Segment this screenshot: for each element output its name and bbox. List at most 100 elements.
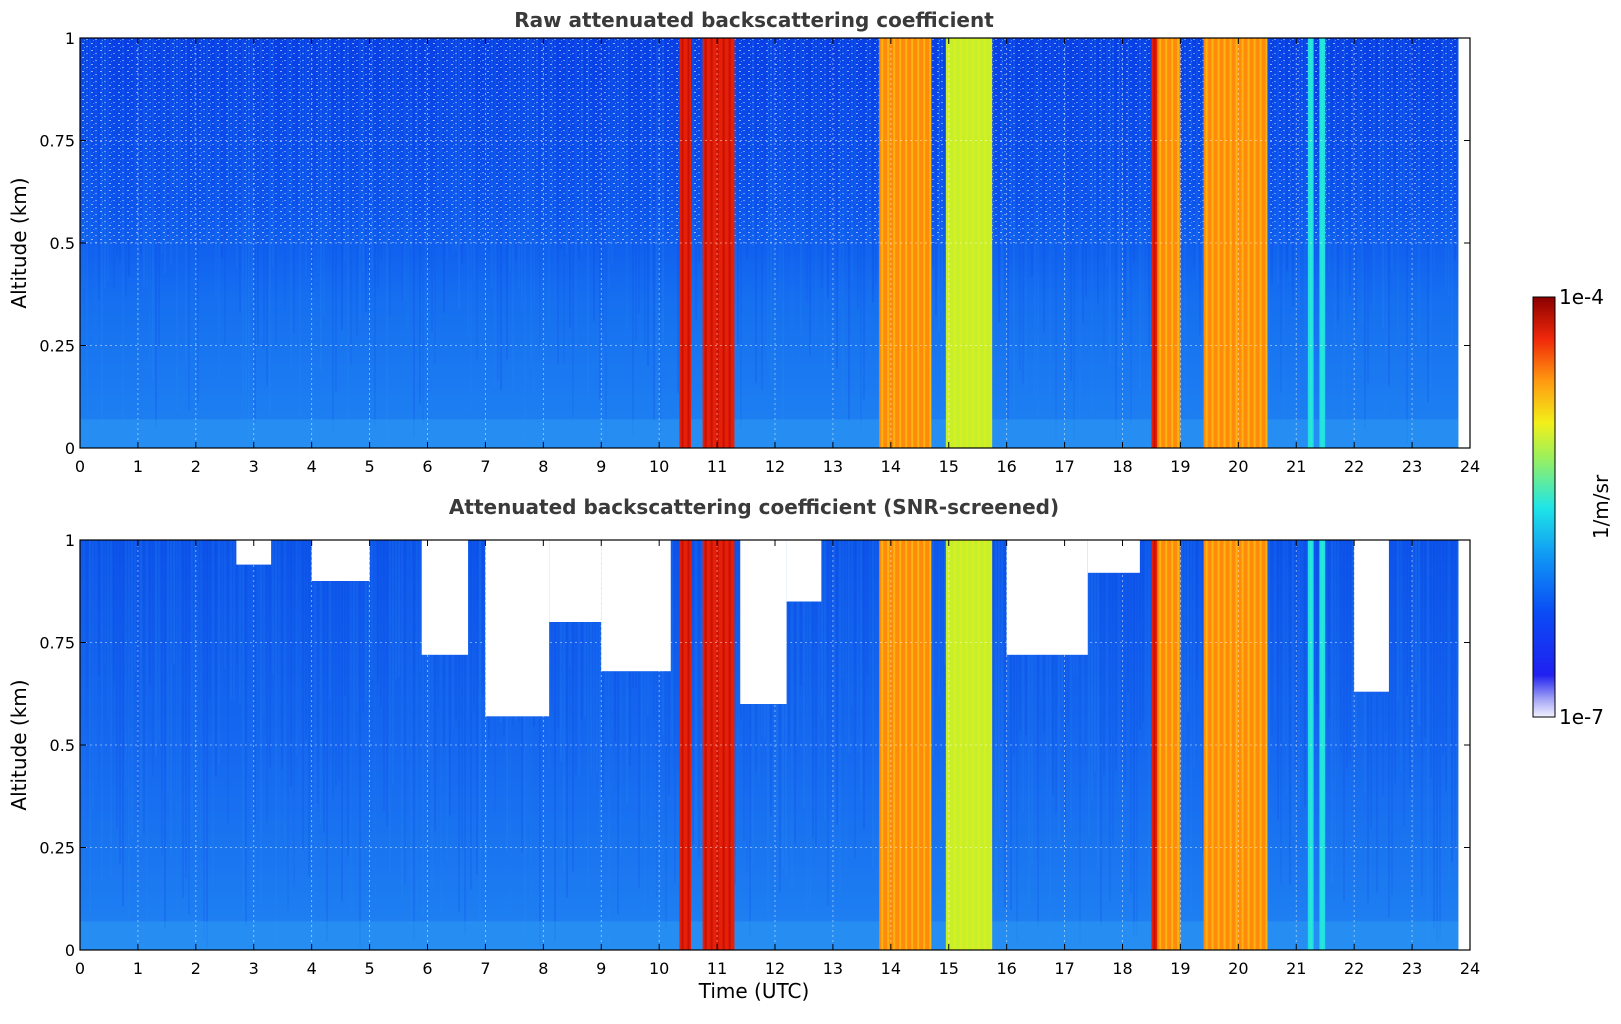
texture-streak — [368, 540, 370, 746]
texture-streak — [221, 540, 223, 691]
texture-streak — [995, 540, 997, 910]
x-tick-label: 22 — [1344, 457, 1364, 476]
texture-streak — [401, 540, 403, 897]
texture-streak — [1121, 540, 1123, 765]
texture-streak — [146, 540, 148, 935]
texture-streak — [206, 540, 208, 948]
texture-streak — [617, 540, 619, 915]
x-tick-label: 2 — [191, 457, 201, 476]
cloud-band — [945, 38, 993, 448]
texture-streak — [323, 540, 325, 833]
texture-streak — [1130, 540, 1132, 894]
texture-streak — [866, 540, 868, 676]
y-tick-label: 0.5 — [50, 234, 75, 253]
cloud-stripe — [1223, 540, 1226, 950]
texture-streak — [1337, 540, 1339, 783]
texture-streak — [1271, 540, 1273, 736]
texture-streak — [854, 540, 856, 858]
texture-streak — [1097, 540, 1099, 869]
x-tick-label: 20 — [1228, 457, 1248, 476]
texture-streak — [1349, 540, 1351, 762]
texture-streak — [1088, 540, 1090, 837]
x-tick-label: 13 — [823, 959, 843, 978]
texture-streak — [338, 540, 340, 781]
texture-streak — [530, 540, 532, 903]
texture-streak — [125, 540, 127, 789]
texture-streak — [1124, 540, 1126, 785]
texture-streak — [98, 540, 100, 676]
texture-streak — [392, 540, 394, 785]
texture-streak — [674, 540, 676, 883]
x-tick-label: 14 — [881, 959, 901, 978]
texture-streak — [824, 540, 826, 821]
texture-streak — [830, 540, 832, 808]
cloud-band — [1151, 540, 1158, 950]
panel-screened-y-axis-label: Altitude (km) — [7, 679, 31, 810]
texture-streak — [305, 540, 307, 740]
y-tick-label: 0.5 — [50, 736, 75, 755]
x-tick-label: 13 — [823, 457, 843, 476]
texture-streak — [1418, 540, 1420, 726]
texture-streak — [1406, 540, 1408, 696]
texture-streak — [446, 540, 448, 862]
texture-streak — [242, 540, 244, 943]
texture-streak — [1133, 540, 1135, 936]
texture-streak — [1037, 540, 1039, 928]
texture-streak — [104, 540, 106, 666]
texture-streak — [320, 540, 322, 827]
cloud-stripe — [881, 540, 884, 950]
texture-streak — [1313, 540, 1315, 696]
panel-raw-y-axis-label: Altitude (km) — [7, 177, 31, 308]
texture-streak — [1442, 540, 1444, 755]
texture-streak — [1112, 540, 1114, 845]
texture-streak — [941, 540, 943, 941]
texture-streak — [431, 540, 433, 890]
texture-streak — [1286, 540, 1288, 798]
x-tick-label: 17 — [1054, 959, 1074, 978]
texture-streak — [254, 540, 256, 824]
texture-streak — [836, 540, 838, 825]
texture-streak — [119, 540, 121, 864]
texture-streak — [524, 540, 526, 942]
colorbar-min-label: 1e-7 — [1559, 705, 1604, 729]
texture-streak — [596, 540, 598, 773]
x-tick-label: 0 — [75, 457, 85, 476]
texture-streak — [1415, 540, 1417, 684]
texture-streak — [1064, 540, 1066, 820]
cloud-stripe — [881, 38, 884, 448]
texture-streak — [638, 540, 640, 888]
texture-streak — [578, 540, 580, 779]
texture-streak — [383, 540, 385, 812]
texture-streak — [224, 540, 226, 671]
texture-streak — [158, 540, 160, 742]
texture-streak — [1193, 540, 1195, 771]
texture-streak — [554, 540, 556, 942]
texture-streak — [857, 540, 859, 754]
texture-streak — [347, 540, 349, 856]
texture-streak — [317, 540, 319, 805]
y-tick-label: 1 — [65, 29, 75, 48]
cloud-stripe — [911, 540, 914, 950]
cloud-stripe — [953, 38, 956, 448]
texture-streak — [200, 540, 202, 844]
cloud-stripe — [1253, 540, 1256, 950]
texture-streak — [833, 540, 835, 932]
texture-streak — [539, 540, 541, 947]
texture-streak — [842, 540, 844, 679]
panel-screened: Attenuated backscattering coefficient (S… — [7, 495, 1480, 1003]
texture-streak — [275, 540, 277, 946]
texture-streak — [182, 540, 184, 898]
cloud-stripe — [917, 540, 920, 950]
texture-streak — [1109, 540, 1111, 902]
cloud-stripe — [687, 540, 690, 950]
texture-streak — [83, 540, 85, 877]
texture-streak — [1022, 540, 1024, 813]
texture-streak — [1202, 540, 1204, 852]
texture-streak — [1268, 540, 1270, 765]
texture-streak — [1079, 540, 1081, 943]
screened-region — [311, 540, 370, 581]
texture-streak — [575, 540, 577, 774]
cloud-stripe — [893, 38, 896, 448]
x-tick-label: 6 — [422, 959, 432, 978]
